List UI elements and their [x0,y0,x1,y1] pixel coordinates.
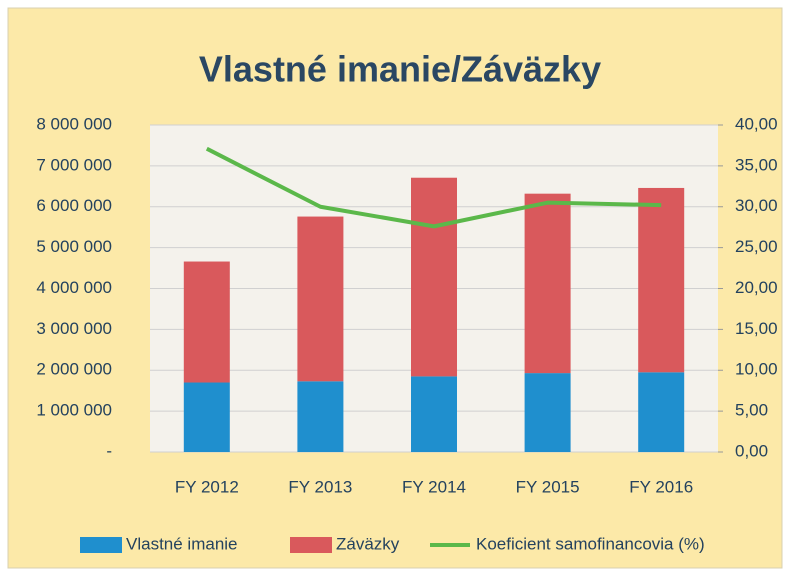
x-tick-label: FY 2012 [175,477,239,496]
bar [183,382,230,452]
x-tick-label: FY 2016 [629,477,693,496]
y-tick-label: 2 000 000 [36,360,112,379]
legend-label: Záväzky [336,534,400,553]
y2-tick-label: 20,00 [735,278,778,297]
legend-label: Vlastné imanie [126,534,238,553]
x-tick-label: FY 2014 [402,477,466,496]
y2-tick-label: 15,00 [735,319,778,338]
y2-tick-label: 0,00 [735,441,768,460]
y-tick-label: - [106,441,112,460]
bar [638,187,685,373]
y-tick-label: 6 000 000 [36,196,112,215]
legend-swatch [80,537,122,553]
bar [183,261,230,383]
y-tick-label: 4 000 000 [36,278,112,297]
y2-tick-label: 40,00 [735,114,778,133]
y-tick-label: 8 000 000 [36,114,112,133]
y2-tick-label: 25,00 [735,237,778,256]
y2-tick-label: 10,00 [735,360,778,379]
bar [411,376,457,452]
y2-tick-label: 5,00 [735,401,768,420]
bar [638,372,685,452]
bar [524,193,571,374]
legend-swatch [290,537,332,553]
bar [297,381,344,452]
y-tick-label: 7 000 000 [36,155,112,174]
y-tick-label: 1 000 000 [36,401,112,420]
y2-tick-label: 30,00 [735,196,778,215]
y-tick-label: 3 000 000 [36,319,112,338]
y2-tick-label: 35,00 [735,155,778,174]
bar [411,177,457,377]
bar [297,216,344,382]
x-tick-label: FY 2015 [516,477,580,496]
line [205,146,662,229]
legend-label: Koeficient samofinancovia (%) [476,534,705,553]
chart-title: Vlastné imanie/Záväzky [199,49,601,90]
y-tick-label: 5 000 000 [36,237,112,256]
x-tick-label: FY 2013 [288,477,352,496]
bar [524,373,571,452]
